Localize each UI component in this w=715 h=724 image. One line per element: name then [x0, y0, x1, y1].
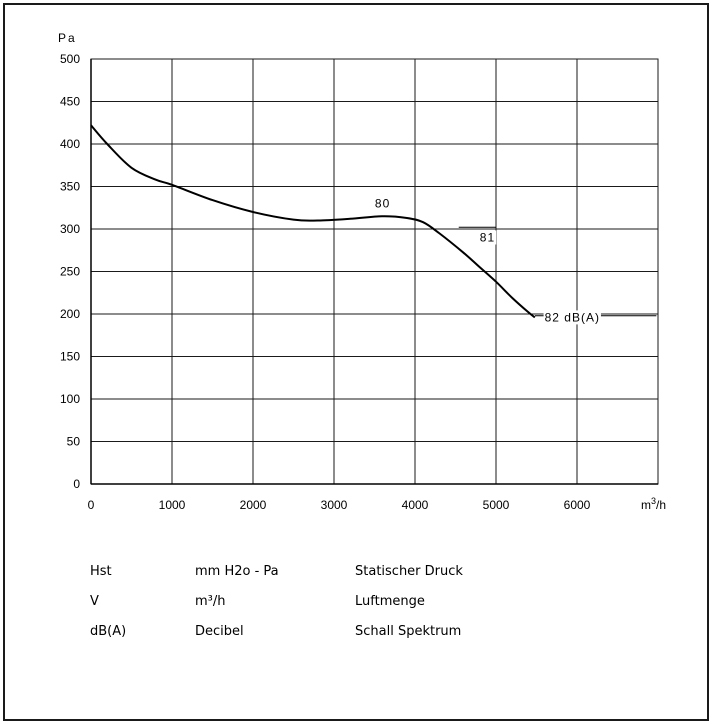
annotation-label: 80: [375, 197, 390, 211]
x-tick-label: 1000: [159, 498, 186, 512]
y-tick-label: 250: [60, 265, 80, 279]
y-tick-label: 100: [60, 392, 80, 406]
y-tick-labels: 0 50 100 150 200 250 300 350 400 450 500: [60, 52, 80, 491]
annotations: 80 81 82 dB(A): [373, 196, 657, 325]
y-tick-label: 400: [60, 137, 80, 151]
x-axis-label-tail: /h: [656, 498, 666, 512]
y-tick-label: 350: [60, 180, 80, 194]
series-line: [90, 124, 536, 319]
y-tick-label: 150: [60, 350, 80, 364]
x-tick-labels: 0 1000 2000 3000 4000 5000 6000: [88, 498, 591, 512]
annotation-background: [373, 196, 392, 211]
x-tick-label: 4000: [402, 498, 429, 512]
x-tick-label: 2000: [240, 498, 267, 512]
annotation-background: [478, 230, 497, 245]
grid: [90, 58, 659, 485]
x-axis-label-base: m: [641, 498, 651, 512]
y-tick-label: 50: [67, 435, 81, 449]
y-axis-label: Pa: [58, 31, 77, 45]
chart-frame: [3, 3, 709, 721]
y-tick-label: 300: [60, 222, 80, 236]
y-tick-label: 200: [60, 307, 80, 321]
x-tick-label: 3000: [321, 498, 348, 512]
annotation-label: 81: [480, 231, 495, 245]
x-axis-label-exponent: 3: [651, 496, 656, 506]
x-tick-label: 6000: [564, 498, 591, 512]
x-axis-label: m3/h: [641, 496, 666, 512]
annotation-label: 82 dB(A): [545, 310, 600, 324]
x-tick-label: 5000: [483, 498, 510, 512]
series-layer: [90, 124, 536, 319]
x-tick-label: 0: [88, 498, 95, 512]
y-tick-label: 500: [60, 52, 80, 66]
y-tick-label: 0: [73, 477, 80, 491]
y-tick-label: 450: [60, 95, 80, 109]
annotation-background: [543, 310, 601, 325]
